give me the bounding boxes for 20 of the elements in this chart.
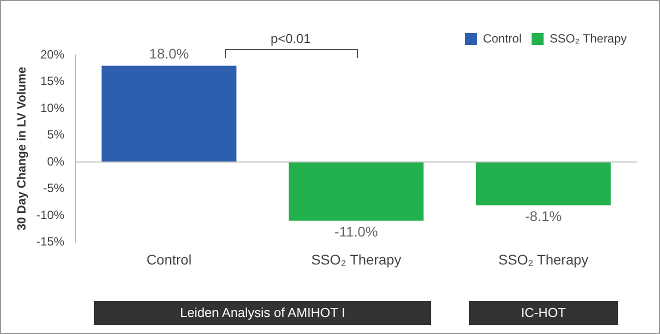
y-tick-label: 10% [40, 100, 65, 115]
y-tick-label: 15% [40, 74, 65, 88]
x-tick-label: SSO₂ Therapy [311, 251, 402, 268]
text: Leiden Analysis of AMIHOT I [94, 301, 432, 325]
y-tick-label: 0% [47, 154, 65, 168]
data-label: 18.0% [149, 46, 189, 62]
data-label: -8.1% [525, 208, 562, 224]
x-tick-label: Control [146, 251, 192, 268]
legend-label: SSO₂ Therapy [550, 31, 627, 46]
y-tick-label: -10% [36, 208, 65, 222]
y-tick-label: -5% [43, 181, 65, 196]
y-axis-title: 30 Day Change in LV Volume [14, 66, 29, 230]
y-tick-label: 20% [40, 47, 65, 62]
legend-label: Control [482, 31, 522, 46]
x-tick-label: SSO₂ Therapy [498, 251, 588, 268]
text: IC-HOT [468, 301, 618, 325]
text: p<0.01 [270, 31, 312, 46]
y-tick-label: 5% [47, 128, 65, 142]
data-label: -11.0% [334, 224, 378, 240]
y-tick-label: -15% [36, 234, 65, 249]
